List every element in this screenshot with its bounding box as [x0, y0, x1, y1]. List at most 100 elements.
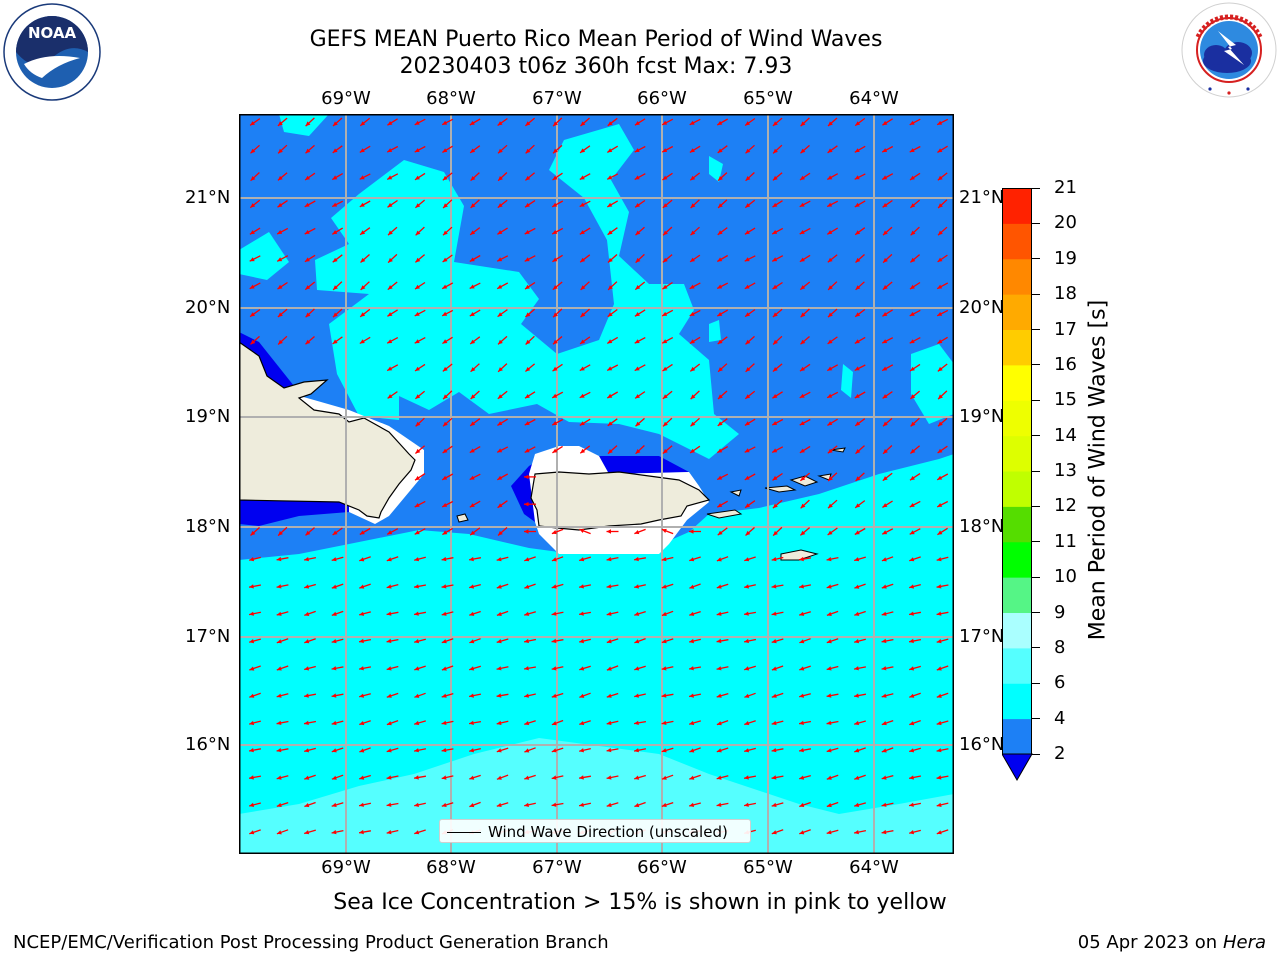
wave-direction-arrow: [414, 390, 426, 400]
wave-direction-arrow: [936, 282, 949, 290]
wave-direction-arrow: [387, 118, 398, 126]
wave-direction-arrow: [716, 118, 729, 126]
wave-direction-arrow: [937, 417, 948, 427]
lat-label-left-21n: 21°N: [185, 187, 231, 208]
wave-direction-arrow: [469, 227, 481, 236]
lon-label-bottom-64w: 64°W: [849, 857, 899, 878]
colorbar-tick-mark: [1032, 187, 1040, 189]
wave-direction-arrow: [607, 445, 618, 455]
wave-direction-arrow: [331, 227, 344, 235]
wave-direction-arrow: [524, 446, 536, 453]
wave-direction-arrow: [634, 637, 646, 644]
wave-direction-arrow: [277, 308, 288, 318]
wave-direction-arrow: [827, 527, 838, 536]
wave-direction-arrow: [827, 336, 838, 345]
wave-direction-arrow: [661, 583, 674, 589]
wave-direction-arrow: [909, 281, 921, 290]
lat-label-left-18n: 18°N: [185, 516, 231, 537]
wave-direction-arrow: [413, 584, 427, 589]
colorbar-segment: [1002, 400, 1032, 437]
wave-direction-arrow: [524, 117, 536, 127]
wave-direction-arrow: [304, 200, 316, 208]
wave-direction-arrow: [414, 556, 426, 562]
wave-direction-arrow: [276, 748, 289, 753]
land-st-thomas: [764, 485, 797, 493]
wave-direction-arrow: [552, 281, 563, 291]
wave-direction-arrow: [662, 363, 673, 372]
wave-direction-arrow: [745, 527, 755, 536]
wave-direction-arrow: [414, 802, 426, 807]
wave-direction-arrow: [580, 308, 590, 318]
wave-direction-arrow: [359, 747, 371, 753]
wave-direction-arrow: [882, 199, 893, 208]
wave-direction-arrow: [881, 528, 894, 535]
wave-direction-arrow: [551, 611, 564, 616]
wave-direction-arrow: [689, 363, 701, 372]
footer-date: 05 Apr 2023 on Hera: [1078, 932, 1266, 953]
wave-direction-arrow: [771, 720, 784, 726]
wave-direction-arrow: [579, 720, 591, 726]
lon-label-bottom-66w: 66°W: [637, 857, 687, 878]
wave-direction-arrow: [881, 145, 894, 153]
wave-direction-arrow: [524, 802, 536, 807]
wave-direction-arrow: [414, 145, 426, 153]
wave-direction-arrow: [661, 720, 674, 725]
colorbar-segment: [1002, 577, 1032, 614]
wave-direction-arrow: [359, 720, 371, 726]
wave-direction-arrow: [909, 556, 921, 562]
wave-direction-arrow: [717, 227, 728, 236]
wave-direction-arrow: [936, 473, 949, 481]
wave-direction-arrow: [772, 200, 783, 208]
wave-direction-arrow: [331, 829, 344, 835]
wave-period-band-4-6-north: [315, 124, 739, 459]
colorbar-tick-label: 11: [1054, 530, 1077, 552]
wave-direction-arrow: [799, 774, 811, 780]
wave-direction-arrow: [716, 802, 729, 807]
wave-direction-arrow: [496, 720, 509, 726]
wave-direction-arrow: [826, 638, 839, 644]
wave-direction-arrow: [524, 474, 536, 480]
wave-direction-arrow: [854, 610, 866, 616]
wave-direction-arrow: [496, 802, 509, 807]
wave-direction-arrow: [606, 611, 619, 616]
wave-direction-arrow: [635, 417, 645, 427]
wave-direction-arrow: [524, 418, 536, 426]
wave-direction-arrow: [744, 473, 756, 481]
wave-direction-arrow: [248, 775, 262, 780]
wave-direction-arrow: [249, 255, 261, 262]
wave-direction-arrow: [634, 665, 646, 671]
wave-direction-arrow: [881, 173, 894, 181]
wave-direction-arrow: [579, 173, 591, 181]
wave-direction-arrow: [551, 227, 564, 235]
wave-direction-arrow: [799, 693, 811, 698]
wave-direction-arrow: [717, 199, 728, 209]
wave-direction-arrow: [826, 610, 839, 617]
wave-direction-arrow: [882, 118, 893, 126]
wave-direction-arrow: [277, 172, 288, 181]
wave-direction-arrow: [304, 281, 316, 291]
colorbar-tick-mark: [1032, 541, 1040, 543]
wave-direction-arrow: [881, 583, 894, 589]
wave-direction-arrow: [661, 801, 674, 808]
wave-direction-arrow: [689, 529, 701, 534]
wave-direction-arrow: [304, 610, 316, 617]
wave-direction-arrow: [579, 528, 591, 535]
wave-direction-arrow: [359, 527, 371, 536]
wave-direction-arrow: [909, 829, 921, 835]
wave-direction-arrow: [661, 638, 674, 644]
wave-direction-arrow: [386, 364, 399, 372]
wave-direction-arrow: [909, 172, 921, 181]
colorbar-tick-label: 6: [1054, 672, 1066, 694]
wave-direction-arrow: [799, 527, 811, 536]
wave-direction-arrow: [744, 117, 756, 127]
wave-direction-arrow: [661, 666, 674, 671]
wave-direction-arrow: [469, 774, 481, 780]
wave-direction-arrow: [634, 173, 646, 181]
wave-direction-arrow: [386, 747, 399, 753]
wave-direction-arrow: [551, 200, 564, 208]
colorbar-tick-label: 20: [1054, 212, 1077, 234]
wave-direction-arrow: [414, 199, 426, 209]
wave-direction-arrow: [331, 666, 344, 671]
wave-direction-arrow: [717, 527, 728, 536]
wave-direction-arrow: [496, 610, 509, 617]
